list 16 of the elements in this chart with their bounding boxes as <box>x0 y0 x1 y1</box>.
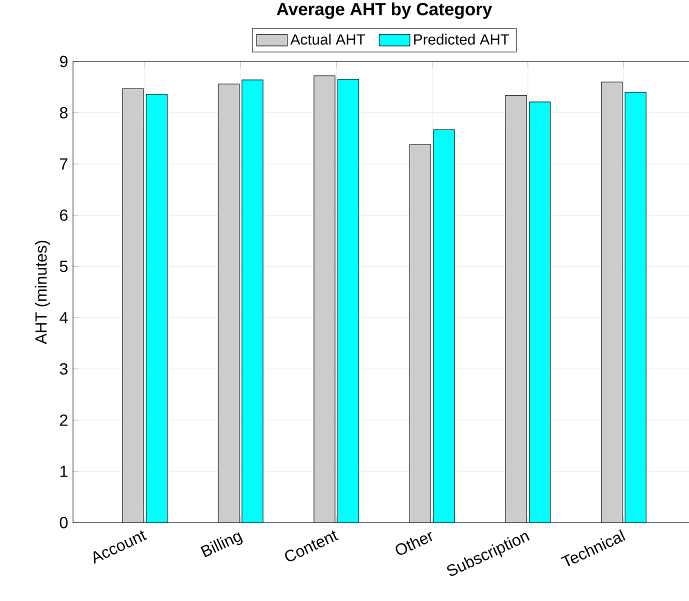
y-tick-label: 2 <box>60 414 68 426</box>
legend-label: Actual AHT <box>290 34 366 45</box>
y-tick-label: 3 <box>60 362 68 374</box>
y-tick-label: 7 <box>60 158 68 170</box>
y-tick-label: 9 <box>60 56 68 68</box>
x-tick-label: Billing <box>200 532 243 558</box>
y-tick-label: 8 <box>60 106 68 118</box>
chart-title: Average AHT by Category <box>276 2 492 19</box>
y-tick-label: 0 <box>60 516 68 528</box>
y-tick-label: 5 <box>60 260 68 272</box>
y-tick-label: 4 <box>60 312 68 324</box>
x-tick-label: Other <box>396 532 432 555</box>
y-axis-title: AHT (minutes) <box>34 240 50 344</box>
legend-label: Predicted AHT <box>414 34 510 45</box>
y-tick-label: 1 <box>60 466 68 477</box>
y-tick-label: 6 <box>60 209 68 221</box>
